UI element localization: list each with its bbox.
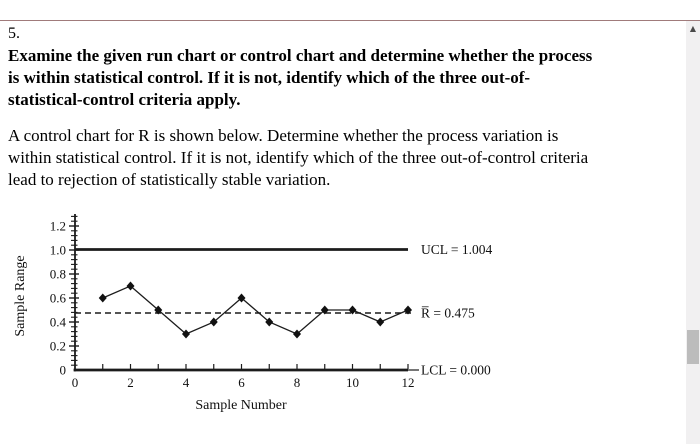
body-line: within statistical control. If it is not… <box>8 148 589 167</box>
data-point <box>265 317 274 327</box>
y-tick-label: 0.8 <box>50 267 66 282</box>
question-instructions: Examine the given run chart or control c… <box>8 45 678 111</box>
data-point <box>348 305 357 315</box>
data-point <box>404 305 412 315</box>
instruction-line: statistical-control criteria apply. <box>8 90 241 109</box>
data-point <box>293 329 301 339</box>
data-point <box>126 281 135 291</box>
chart-area: 0 0.2 0.4 0.6 0.8 1.0 1.2 0 2 4 6 8 10 12 UCL = 1.004 R… <box>8 204 678 424</box>
scroll-up-icon: ▲ <box>689 24 697 33</box>
x-tick-label: 8 <box>294 375 301 390</box>
data-point <box>154 305 163 315</box>
data-point <box>237 293 246 303</box>
y-axis-title: Sample Range <box>13 255 28 336</box>
scrollbar[interactable]: ▲ <box>686 21 700 444</box>
data-point <box>209 317 218 327</box>
question-panel: 5. Examine the given run chart or contro… <box>8 21 678 424</box>
x-tick-label: 10 <box>346 375 359 390</box>
r-control-chart: 0 0.2 0.4 0.6 0.8 1.0 1.2 0 2 4 6 8 10 12 UCL = 1.004 R… <box>13 214 492 413</box>
x-tick-label: 4 <box>183 375 190 390</box>
x-axis-title: Sample Number <box>195 398 287 413</box>
body-line: A control chart for R is shown below. De… <box>8 126 559 145</box>
data-point <box>98 293 107 303</box>
x-tick-label: 0 <box>72 375 79 390</box>
question-body: A control chart for R is shown below. De… <box>8 125 678 191</box>
instruction-line: is within statistical control. If it is … <box>8 68 531 87</box>
data-point <box>320 305 329 315</box>
centerline-label: R̅ = 0.475 <box>421 306 475 321</box>
data-point <box>182 329 190 339</box>
window-top-bar <box>0 0 700 21</box>
instruction-line: Examine the given run chart or control c… <box>8 46 593 65</box>
data-point <box>376 317 385 327</box>
ucl-label: UCL = 1.004 <box>421 242 492 257</box>
y-tick-label: 0.4 <box>50 315 67 330</box>
x-tick-label: 6 <box>238 375 245 390</box>
x-tick-label: 12 <box>402 375 415 390</box>
scroll-up-button[interactable]: ▲ <box>686 21 700 36</box>
data-line <box>102 285 409 335</box>
y-tick-label: 1.0 <box>50 243 66 258</box>
y-tick-label: 0.6 <box>50 291 67 306</box>
y-tick-label: 0 <box>60 363 67 378</box>
y-tick-label: 0.2 <box>50 339 66 354</box>
body-line: lead to rejection of statistically stabl… <box>8 170 331 189</box>
x-tick-label: 2 <box>127 375 134 390</box>
y-tick-label: 1.2 <box>50 219 66 234</box>
lcl-label: LCL = 0.000 <box>421 363 491 378</box>
question-number: 5. <box>8 25 20 42</box>
scrollbar-thumb[interactable] <box>687 330 699 364</box>
